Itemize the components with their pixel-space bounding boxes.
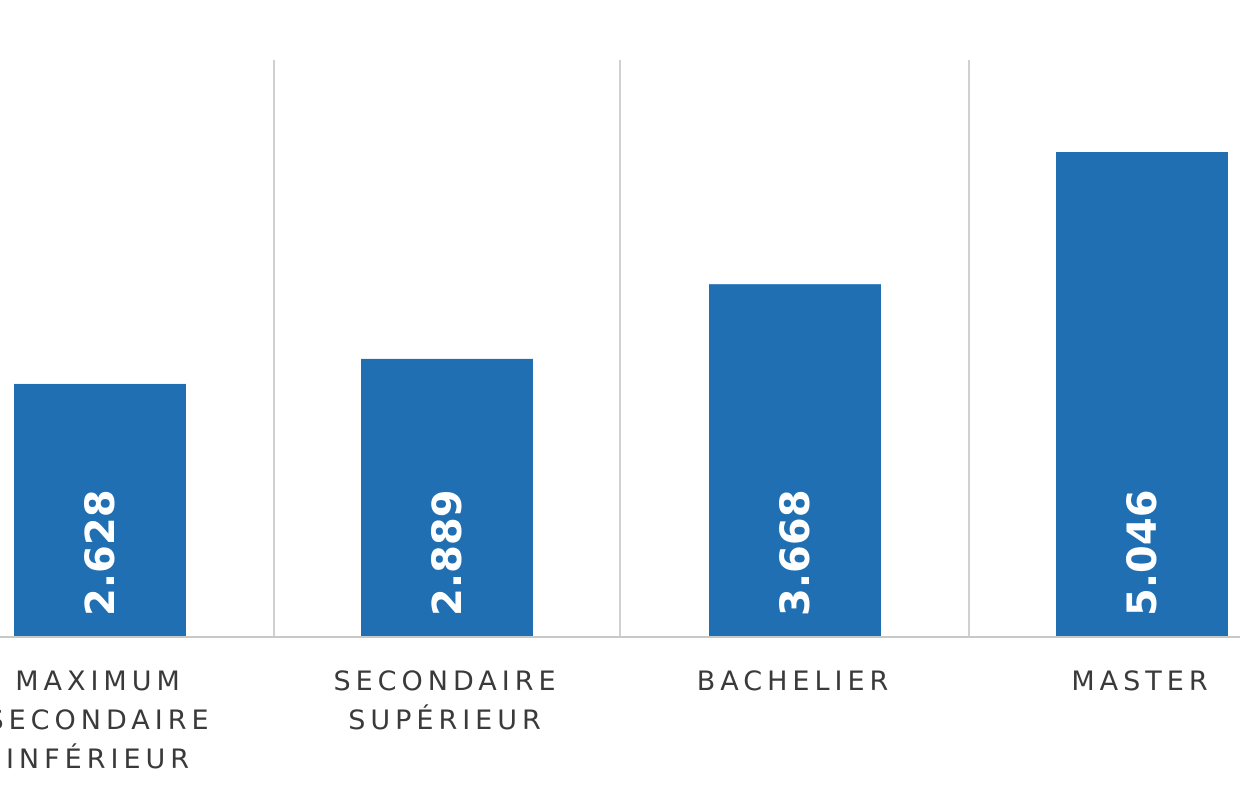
value-label-1: 2.628 (78, 489, 124, 616)
bar-1 (14, 383, 186, 636)
category-label-1-line-2: SECONDAIRE (0, 705, 214, 736)
category-label-2-line-1: SECONDAIRE (333, 666, 560, 697)
category-label-4-line-1: MASTER (1071, 666, 1212, 697)
bar-2 (361, 358, 533, 636)
value-label-3: 3.668 (773, 489, 819, 616)
value-label-2: 2.889 (425, 489, 471, 616)
value-label-4: 5.046 (1120, 489, 1166, 616)
category-label-3-line-1: BACHELIER (697, 666, 894, 697)
bar-4 (1056, 152, 1228, 636)
category-label-1-line-3: INFÉRIEUR (6, 743, 194, 775)
bar-3 (709, 284, 881, 636)
category-label-2-line-2: SUPÉRIEUR (348, 704, 546, 736)
category-label-1-line-1: MAXIMUM (15, 666, 185, 697)
